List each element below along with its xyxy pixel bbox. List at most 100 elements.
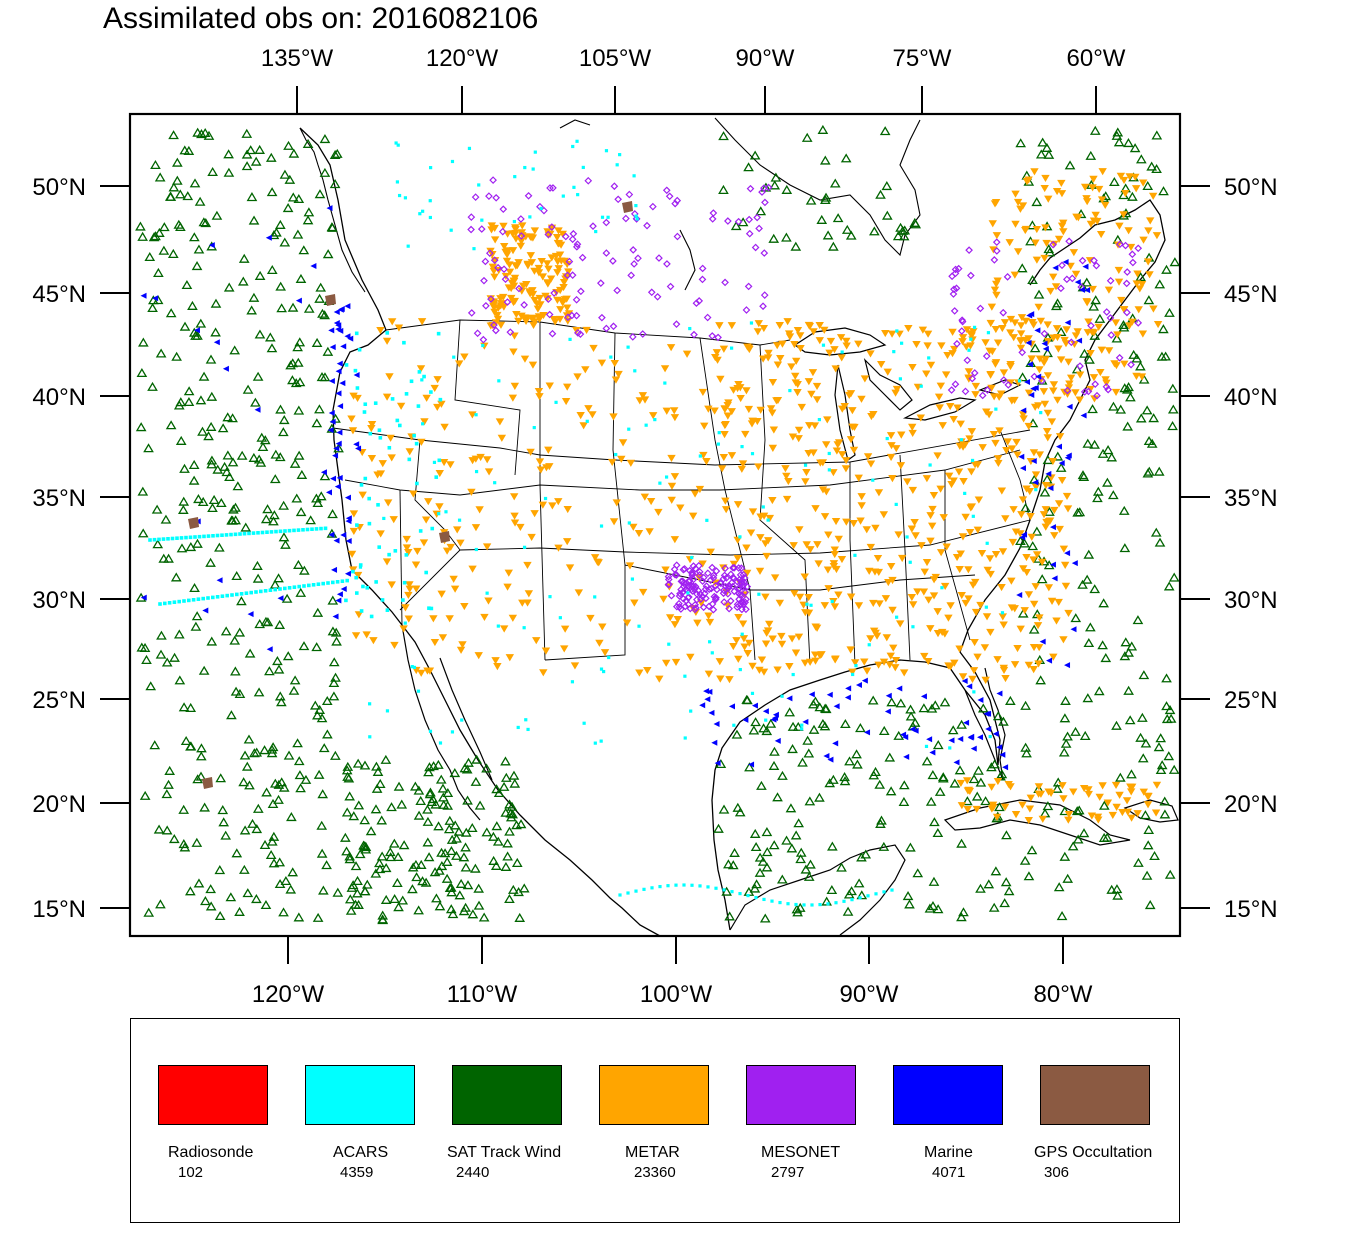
acars-marker <box>650 886 654 890</box>
marine-marker <box>265 234 272 241</box>
sat-wind-marker <box>269 474 281 484</box>
marine-marker <box>336 474 343 481</box>
metar-marker <box>938 422 947 430</box>
metar-marker <box>480 613 489 621</box>
metar-marker <box>936 485 945 493</box>
sat-wind-marker <box>1144 900 1156 910</box>
acars-marker <box>627 521 631 525</box>
sat-wind-marker <box>359 815 371 825</box>
sat-wind-marker <box>223 282 235 292</box>
metar-marker <box>912 340 921 349</box>
legend-swatch <box>305 1065 415 1125</box>
metar-marker <box>1016 625 1025 633</box>
metar-marker <box>966 342 975 350</box>
metar-marker <box>520 355 530 363</box>
metar-marker <box>551 252 561 260</box>
mesonet-marker <box>1078 256 1087 265</box>
sat-wind-marker <box>302 215 314 225</box>
metar-marker <box>517 287 527 295</box>
metar-marker <box>1103 799 1113 807</box>
sat-wind-marker <box>442 800 454 810</box>
sat-wind-marker <box>820 192 832 202</box>
mesonet-marker <box>1092 261 1101 270</box>
metar-marker <box>863 453 873 461</box>
sat-wind-marker <box>273 573 284 583</box>
sat-wind-marker <box>874 779 886 789</box>
acars-marker <box>561 194 565 198</box>
sat-wind-marker <box>178 839 190 849</box>
acars-marker <box>268 588 273 592</box>
acars-marker <box>809 603 813 607</box>
sat-wind-marker <box>183 386 195 396</box>
metar-marker <box>1039 511 1049 519</box>
mesonet-marker <box>727 570 735 579</box>
metar-marker <box>896 620 905 628</box>
metar-marker <box>936 382 946 390</box>
mesonet-marker <box>721 564 730 573</box>
metar-marker <box>999 664 1008 672</box>
sat-wind-marker <box>287 302 299 312</box>
sat-wind-marker <box>168 182 180 192</box>
metar-marker <box>1006 315 1016 323</box>
sat-wind-marker <box>983 879 995 889</box>
metar-marker <box>917 542 926 550</box>
sat-wind-marker <box>879 126 891 136</box>
sat-wind-marker <box>1141 870 1153 880</box>
metar-marker <box>804 594 813 602</box>
sat-wind-marker <box>319 310 330 320</box>
sat-wind-marker <box>790 830 802 840</box>
metar-marker <box>489 300 499 308</box>
sat-wind-marker <box>331 636 342 646</box>
metar-marker <box>1018 801 1027 809</box>
metar-marker <box>1131 185 1141 193</box>
sat-wind-marker <box>1042 801 1054 811</box>
metar-marker <box>919 588 929 596</box>
metar-marker <box>738 620 748 628</box>
sat-wind-marker <box>137 486 149 496</box>
acars-marker <box>867 643 871 647</box>
sat-wind-marker <box>266 264 278 275</box>
acars-marker <box>585 419 589 423</box>
sat-wind-marker <box>828 774 839 784</box>
sat-wind-marker <box>939 697 951 707</box>
metar-marker <box>424 498 433 506</box>
metar-marker <box>405 585 414 593</box>
sat-wind-marker <box>396 799 408 809</box>
acars-marker <box>738 891 742 896</box>
marine-marker <box>706 688 713 695</box>
acars-marker <box>444 510 448 514</box>
metar-marker <box>1022 178 1032 186</box>
metar-marker <box>879 511 889 519</box>
mesonet-marker <box>481 257 490 266</box>
mesonet-marker <box>589 222 597 231</box>
sat-wind-marker <box>276 697 287 707</box>
metar-marker <box>1101 201 1110 209</box>
sat-wind-marker <box>1135 413 1147 423</box>
marine-marker <box>699 702 706 709</box>
sat-wind-marker <box>1000 877 1012 887</box>
mesonet-marker <box>992 247 1001 255</box>
sat-wind-marker <box>161 825 173 835</box>
mesonet-marker <box>966 271 975 280</box>
metar-marker <box>886 453 896 462</box>
acars-marker <box>658 884 662 889</box>
acars-marker <box>959 438 964 442</box>
right-lat-label: 40°N <box>1224 384 1278 411</box>
sat-wind-marker <box>769 746 780 756</box>
metar-marker <box>573 373 582 381</box>
sat-wind-marker <box>410 859 422 869</box>
acars-marker <box>969 337 973 341</box>
metar-marker <box>998 325 1007 333</box>
sat-wind-marker <box>252 560 263 570</box>
metar-marker <box>600 649 610 657</box>
sat-wind-marker <box>904 899 915 909</box>
sat-wind-marker <box>929 700 941 710</box>
metar-marker <box>1094 323 1103 331</box>
metar-marker <box>795 526 804 534</box>
acars-marker <box>211 595 215 600</box>
metar-marker <box>508 230 517 238</box>
sat-wind-marker <box>1097 640 1108 650</box>
sat-wind-marker <box>1089 439 1100 449</box>
acars-marker <box>321 581 325 586</box>
metar-marker <box>944 472 954 480</box>
